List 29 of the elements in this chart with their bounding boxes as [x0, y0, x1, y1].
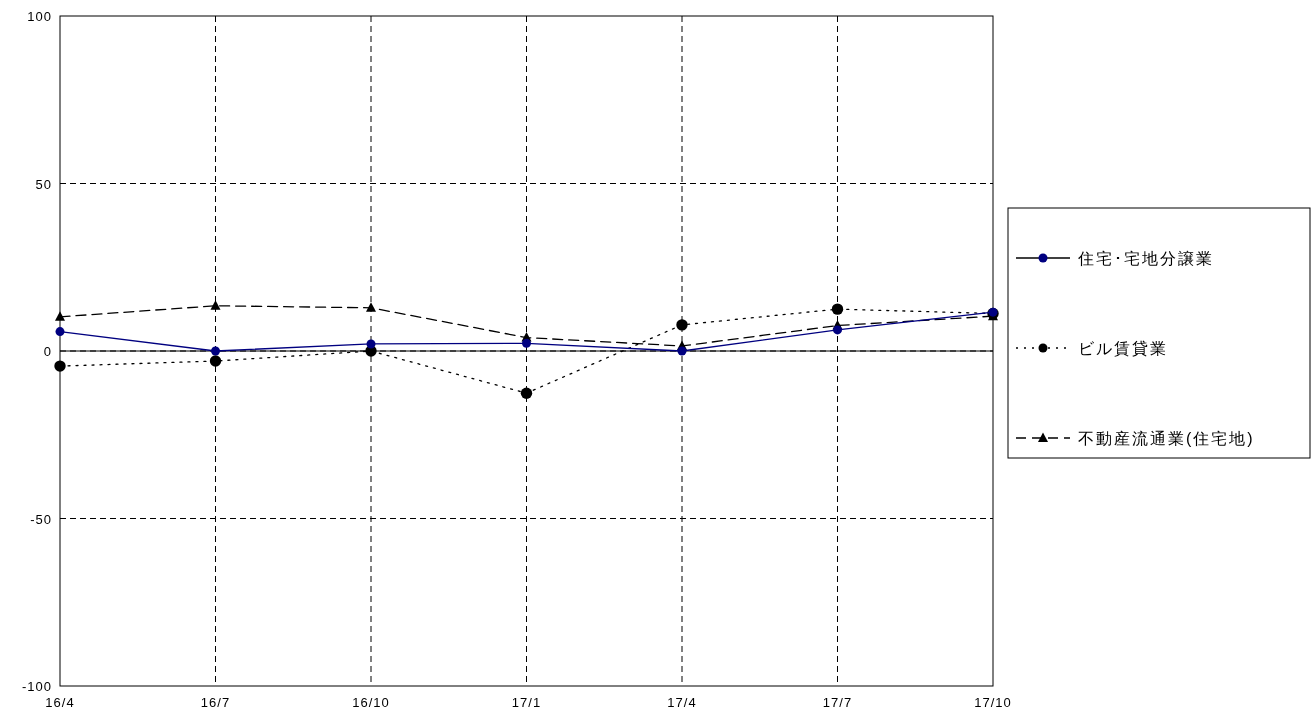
point — [209, 355, 222, 367]
point — [211, 346, 220, 356]
legend-label: ビル賃貸業 — [1078, 340, 1168, 357]
y-tick-label: 50 — [35, 176, 52, 192]
y-tick-label: 0 — [43, 344, 52, 359]
x-tick-label: 16/10 — [352, 695, 390, 710]
legend-label: 住宅･宅地分譲業 — [1077, 250, 1214, 267]
x-tick-label: 17/1 — [511, 695, 542, 710]
point — [831, 303, 844, 315]
y-tick-label: -50 — [30, 511, 52, 527]
y-tick-label: 100 — [27, 9, 52, 24]
y-tick-label: -100 — [21, 679, 52, 694]
point — [520, 387, 533, 399]
point — [676, 319, 688, 331]
point — [677, 346, 687, 356]
point — [522, 338, 531, 348]
point — [55, 327, 65, 337]
point — [55, 311, 65, 321]
point — [54, 360, 66, 372]
x-tick-label: 17/10 — [974, 695, 1012, 710]
x-tick-label: 16/4 — [45, 695, 75, 710]
x-tick-label: 16/7 — [200, 695, 231, 710]
point — [210, 300, 221, 310]
point — [366, 339, 376, 349]
x-tick-label: 17/7 — [822, 695, 853, 710]
legend-label: 不動産流通業(住宅地) — [1078, 430, 1255, 447]
point — [833, 325, 842, 335]
point — [366, 302, 376, 312]
x-tick-label: 17/4 — [667, 695, 697, 710]
